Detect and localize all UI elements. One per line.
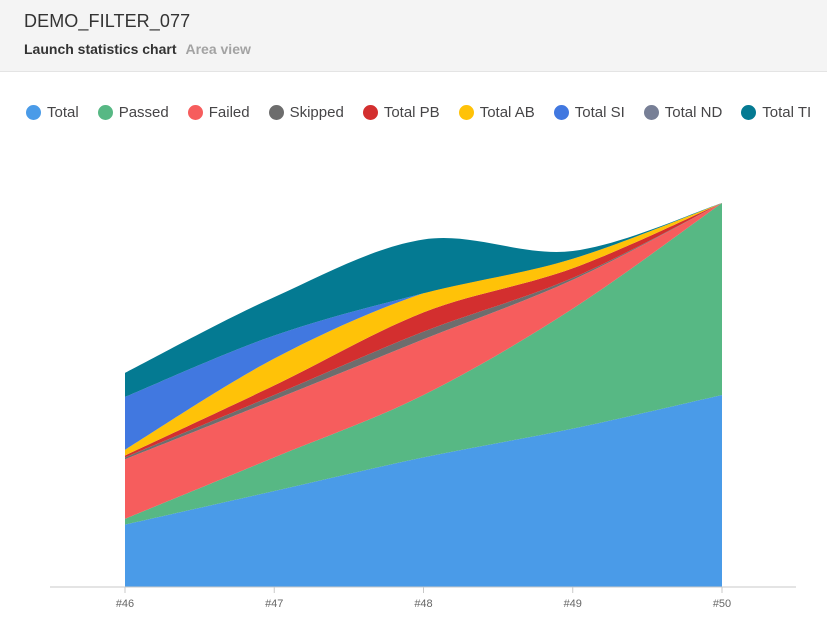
legend-label: Total AB bbox=[479, 103, 535, 121]
area-total-ab[interactable] bbox=[125, 203, 722, 456]
widget-title: DEMO_FILTER_077 bbox=[24, 11, 191, 31]
x-tick-label: #49 bbox=[564, 598, 582, 610]
legend-label: Total SI bbox=[574, 103, 625, 121]
legend-swatch-icon bbox=[362, 104, 378, 120]
legend-item-total-si[interactable]: Total SI bbox=[553, 103, 625, 121]
legend-swatch-icon bbox=[187, 104, 203, 120]
legend-label: Passed bbox=[118, 103, 169, 121]
area-chart: #46 #47 #48 #49 #50 bbox=[50, 203, 796, 610]
x-axis-ticks: #46 #47 #48 #49 #50 bbox=[116, 587, 731, 610]
widget-subtitle: Launch statistics chart Area view bbox=[24, 41, 251, 57]
legend-swatch-icon bbox=[643, 104, 659, 120]
area-total-pb[interactable] bbox=[125, 203, 722, 458]
x-tick-label: #50 bbox=[713, 598, 731, 610]
legend-item-passed[interactable]: Passed bbox=[97, 103, 169, 121]
legend-swatch-icon bbox=[458, 104, 474, 120]
legend-swatch-icon bbox=[97, 104, 113, 120]
legend-item-total-ti[interactable]: Total TI bbox=[741, 104, 811, 121]
legend-label: Total ND bbox=[664, 103, 723, 121]
area-total-ti[interactable] bbox=[125, 203, 722, 397]
widget-type-label: Launch statistics chart bbox=[24, 41, 177, 57]
legend-item-skipped[interactable]: Skipped bbox=[268, 103, 344, 121]
legend-swatch-icon bbox=[741, 104, 757, 120]
legend-label: Total bbox=[47, 103, 79, 121]
area-skipped[interactable] bbox=[125, 203, 722, 460]
view-mode-label: Area view bbox=[185, 41, 251, 57]
stacked-areas bbox=[125, 203, 722, 587]
legend-label: Total TI bbox=[762, 103, 812, 121]
legend-item-total-nd[interactable]: Total ND bbox=[643, 103, 723, 121]
legend-item-total-ab[interactable]: Total AB bbox=[458, 103, 535, 121]
legend-label: Total PB bbox=[383, 103, 440, 121]
legend-label: Skipped bbox=[289, 103, 344, 121]
legend-label: Failed bbox=[208, 103, 250, 121]
legend-item-failed[interactable]: Failed bbox=[187, 103, 250, 121]
legend-swatch-icon bbox=[553, 104, 569, 120]
x-tick-label: #48 bbox=[414, 598, 432, 610]
legend-swatch-icon bbox=[26, 104, 41, 120]
area-failed[interactable] bbox=[125, 203, 722, 519]
legend-item-total[interactable]: Total bbox=[26, 104, 79, 121]
legend-item-total-pb[interactable]: Total PB bbox=[362, 103, 440, 121]
legend-swatch-icon bbox=[268, 104, 284, 120]
chart-legend: Total Passed Failed Skipped Total PB Tot… bbox=[26, 102, 811, 122]
area-passed[interactable] bbox=[125, 203, 722, 525]
area-total[interactable] bbox=[125, 395, 722, 587]
widget-header: DEMO_FILTER_077 Launch statistics chart A… bbox=[0, 0, 827, 72]
x-tick-label: #47 bbox=[265, 598, 283, 610]
x-tick-label: #46 bbox=[116, 598, 134, 610]
